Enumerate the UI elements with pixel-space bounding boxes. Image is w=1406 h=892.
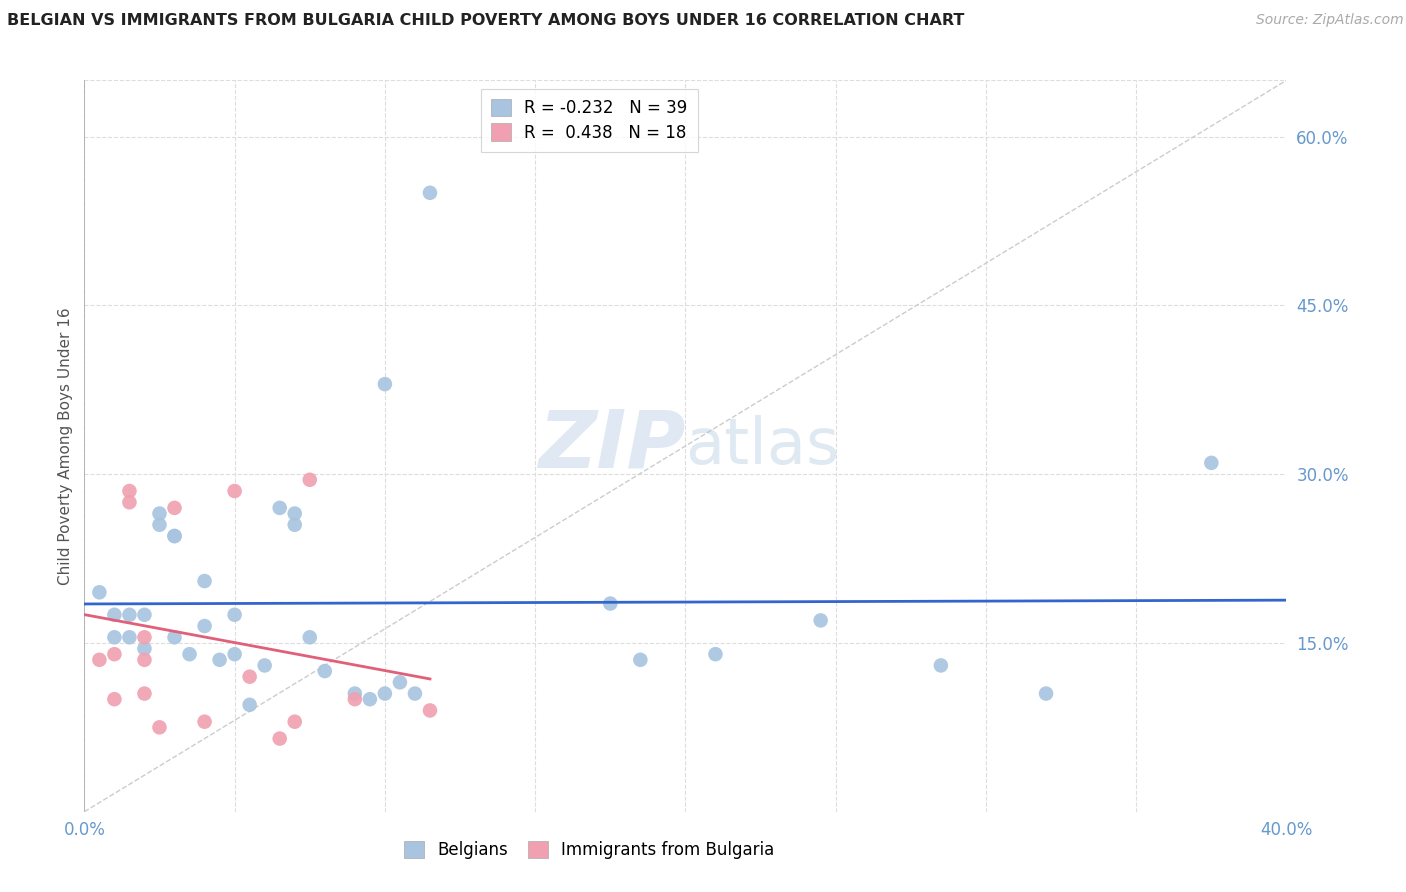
Point [163,529,186,543]
Point [89,585,111,599]
Point [134,641,156,656]
Point [284,507,307,521]
Point [224,647,246,661]
Point [194,714,217,729]
Point [253,658,276,673]
Point [134,630,156,644]
Point [163,630,186,644]
Text: atlas: atlas [686,415,839,477]
Point [1201,456,1223,470]
Point [148,507,170,521]
Text: ZIP: ZIP [538,407,686,485]
Point [419,703,441,717]
Point [163,529,186,543]
Point [224,607,246,622]
Point [628,653,651,667]
Point [269,731,291,746]
Point [704,647,727,661]
Point [284,517,307,532]
Point [599,597,621,611]
Point [103,692,125,706]
Point [374,687,396,701]
Point [374,377,396,392]
Point [388,675,411,690]
Point [314,664,336,678]
Point [179,647,201,661]
Text: Source: ZipAtlas.com: Source: ZipAtlas.com [1256,13,1403,28]
Point [343,692,366,706]
Point [118,495,141,509]
Point [134,687,156,701]
Point [134,607,156,622]
Point [284,714,307,729]
Point [298,630,321,644]
Point [419,186,441,200]
Point [929,658,952,673]
Legend: Belgians, Immigrants from Bulgaria: Belgians, Immigrants from Bulgaria [394,831,785,869]
Point [148,517,170,532]
Point [103,607,125,622]
Point [343,687,366,701]
Point [298,473,321,487]
Point [118,630,141,644]
Point [194,619,217,633]
Point [134,653,156,667]
Point [239,670,262,684]
Point [163,500,186,515]
Text: BELGIAN VS IMMIGRANTS FROM BULGARIA CHILD POVERTY AMONG BOYS UNDER 16 CORRELATIO: BELGIAN VS IMMIGRANTS FROM BULGARIA CHIL… [7,13,965,29]
Point [404,687,426,701]
Point [194,574,217,588]
Point [1035,687,1057,701]
Point [810,614,832,628]
Point [208,653,231,667]
Point [103,647,125,661]
Point [89,653,111,667]
Point [103,630,125,644]
Point [239,698,262,712]
Point [118,607,141,622]
Point [118,483,141,498]
Point [359,692,381,706]
Point [269,500,291,515]
Point [224,483,246,498]
Point [148,720,170,734]
Y-axis label: Child Poverty Among Boys Under 16: Child Poverty Among Boys Under 16 [58,307,73,585]
